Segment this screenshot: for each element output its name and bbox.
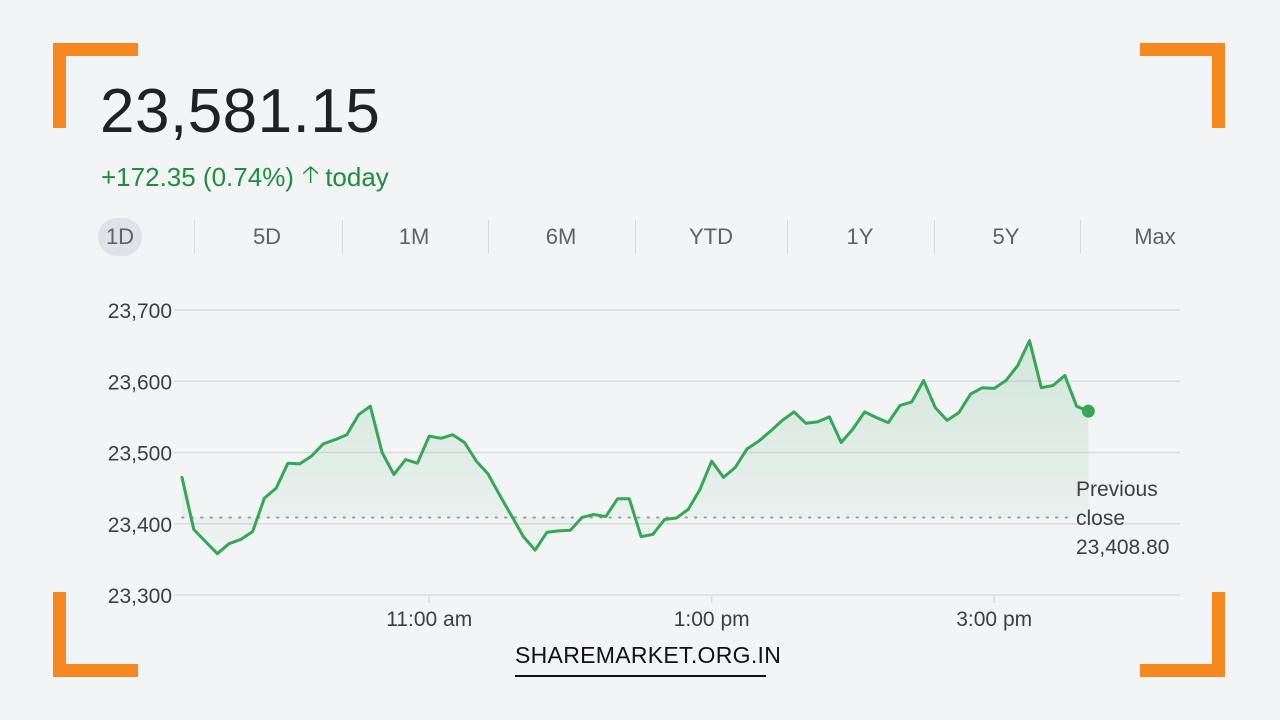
range-tab-max[interactable]: Max [1134,224,1176,249]
tab-divider [787,220,788,254]
previous-close-label: close [1076,507,1125,530]
x-tick-label: 3:00 pm [956,608,1032,631]
change-value: +172.35 (0.74%) [101,162,294,192]
tab-divider [342,220,343,254]
price-change: +172.35 (0.74%) 🡡 today [101,157,389,198]
frame-corner-top-right [1140,43,1225,128]
tab-divider [934,220,935,254]
time-range-tabs: 1D 5D 1M 6M YTD 1Y 5Y Max [96,218,1186,256]
tab-divider [488,220,489,254]
range-tab-1d[interactable]: 1D [98,218,142,256]
frame-corner-top-left [53,43,138,128]
change-period: today [325,162,389,192]
tab-divider [194,220,195,254]
frame-corner-bottom-right [1140,592,1225,677]
frame-corner-bottom-left [53,592,138,677]
range-tab-1m[interactable]: 1M [398,224,430,249]
y-tick-label: 23,600 [108,371,172,394]
y-tick-label: 23,700 [108,300,172,323]
y-tick-label: 23,500 [108,443,172,466]
price-area-fill [182,340,1089,554]
index-price: 23,581.15 [100,77,381,146]
price-series-line [180,339,1090,556]
range-tab-ytd[interactable]: YTD [689,224,733,249]
previous-close-label: Previous [1076,478,1158,501]
range-tab-1y[interactable]: 1Y [846,224,874,249]
tab-divider [635,220,636,254]
range-tab-5y[interactable]: 5Y [992,224,1020,249]
y-tick-label: 23,400 [108,514,172,537]
range-tab-6m[interactable]: 6M [545,224,577,249]
tab-divider [1080,220,1081,254]
y-tick-label: 23,300 [108,585,172,608]
arrow-up-icon: 🡡 [301,161,320,188]
x-tick-label: 1:00 pm [674,608,750,631]
range-tab-5d[interactable]: 5D [252,224,282,249]
previous-close-label: 23,408.80 [1076,536,1169,559]
current-price-marker [1081,404,1095,418]
x-tick-label: 11:00 am [386,608,472,631]
brand-watermark: SHAREMARKET.ORG.IN [515,642,781,677]
